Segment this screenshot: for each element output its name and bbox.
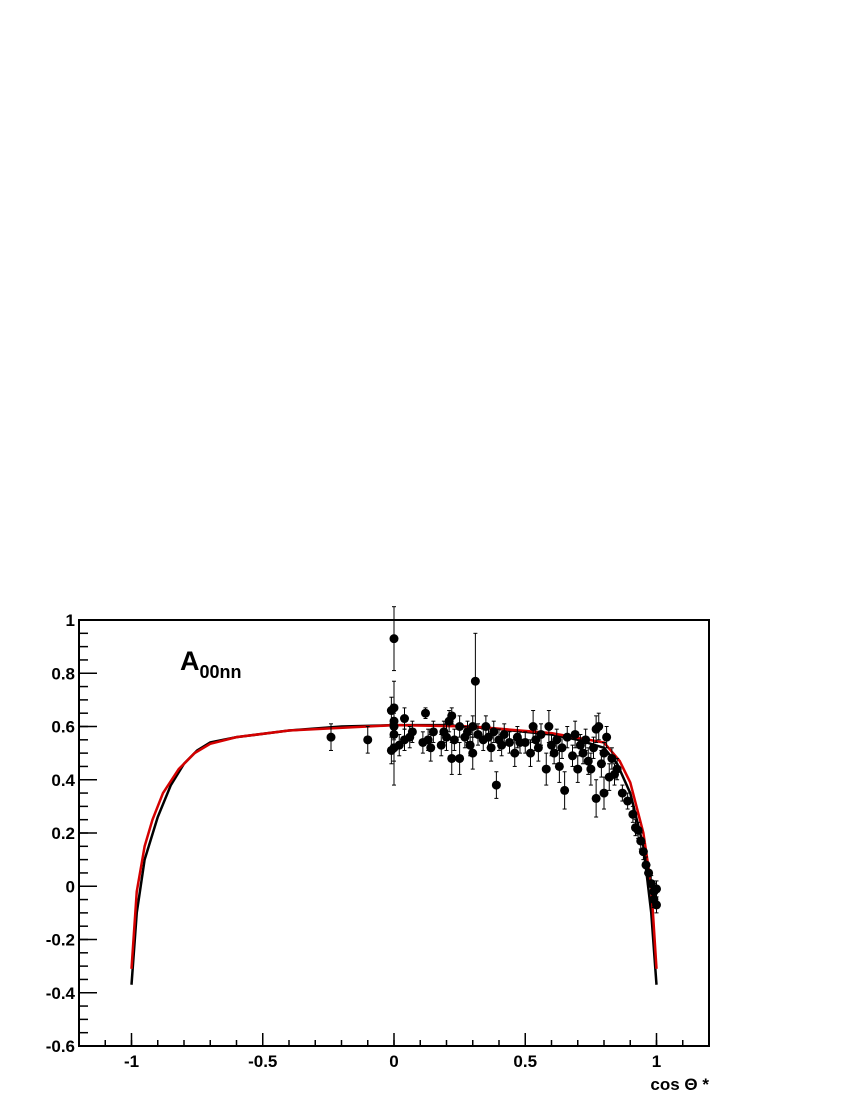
x-tick-label: -1 <box>124 1052 139 1071</box>
point <box>623 796 633 806</box>
point <box>557 743 567 753</box>
point <box>326 732 336 742</box>
point <box>520 737 530 747</box>
x-tick-label: -0.5 <box>248 1052 277 1071</box>
point <box>421 708 430 718</box>
point <box>589 743 598 753</box>
point <box>510 748 520 758</box>
y-tick-label: 0.6 <box>51 718 75 737</box>
point <box>628 809 638 819</box>
point <box>423 735 433 745</box>
point <box>599 748 609 758</box>
point <box>652 900 661 910</box>
x-tick-label: 1 <box>652 1052 661 1071</box>
point <box>599 788 609 798</box>
curve <box>130 723 658 969</box>
point <box>562 732 572 742</box>
annotation-subscript: 00nn <box>200 662 242 682</box>
point <box>505 737 514 747</box>
point <box>560 785 570 795</box>
point <box>570 729 580 739</box>
point <box>442 732 451 742</box>
point <box>468 748 478 758</box>
annotation: A00nn <box>180 646 242 682</box>
y-tick-label: 0 <box>66 877 75 896</box>
x-tick-label: 0.5 <box>513 1052 537 1071</box>
point <box>389 634 399 644</box>
point <box>554 761 564 771</box>
point <box>581 735 591 745</box>
y-tick-label: 0.2 <box>51 824 75 843</box>
point <box>594 722 604 731</box>
y-tick-label: 0.4 <box>51 771 75 790</box>
point <box>568 751 577 761</box>
x-axis-label: cos Θ * <box>650 1075 709 1094</box>
point <box>607 753 617 763</box>
point <box>638 847 648 857</box>
point <box>591 793 601 803</box>
point <box>400 714 409 724</box>
y-tick-label: 1 <box>66 611 75 630</box>
x-tick-label: 0 <box>389 1052 398 1071</box>
point <box>447 711 457 721</box>
point <box>544 722 554 731</box>
y-tick-label: -0.4 <box>46 984 76 1003</box>
point <box>526 748 535 758</box>
point <box>541 764 551 774</box>
point <box>363 735 373 745</box>
point <box>489 727 499 737</box>
point <box>586 764 596 774</box>
y-tick-label: 0.8 <box>51 664 75 683</box>
point <box>536 729 546 739</box>
point <box>573 764 583 774</box>
y-tick-label: -0.6 <box>46 1037 75 1056</box>
point <box>465 740 475 750</box>
point <box>612 764 622 774</box>
point <box>407 727 417 737</box>
point <box>455 753 465 763</box>
point <box>455 722 465 731</box>
point <box>583 756 593 766</box>
point <box>602 732 612 742</box>
point <box>447 753 457 763</box>
point <box>652 884 661 894</box>
point <box>389 722 399 731</box>
point <box>426 743 436 753</box>
point <box>552 735 562 745</box>
point <box>617 788 627 798</box>
point <box>428 727 438 737</box>
point <box>499 729 509 739</box>
point <box>470 676 480 686</box>
point <box>486 743 496 753</box>
y-tick-label: -0.2 <box>46 931 75 950</box>
point <box>491 780 501 790</box>
point <box>449 735 459 745</box>
annotation-main: A <box>180 646 200 676</box>
